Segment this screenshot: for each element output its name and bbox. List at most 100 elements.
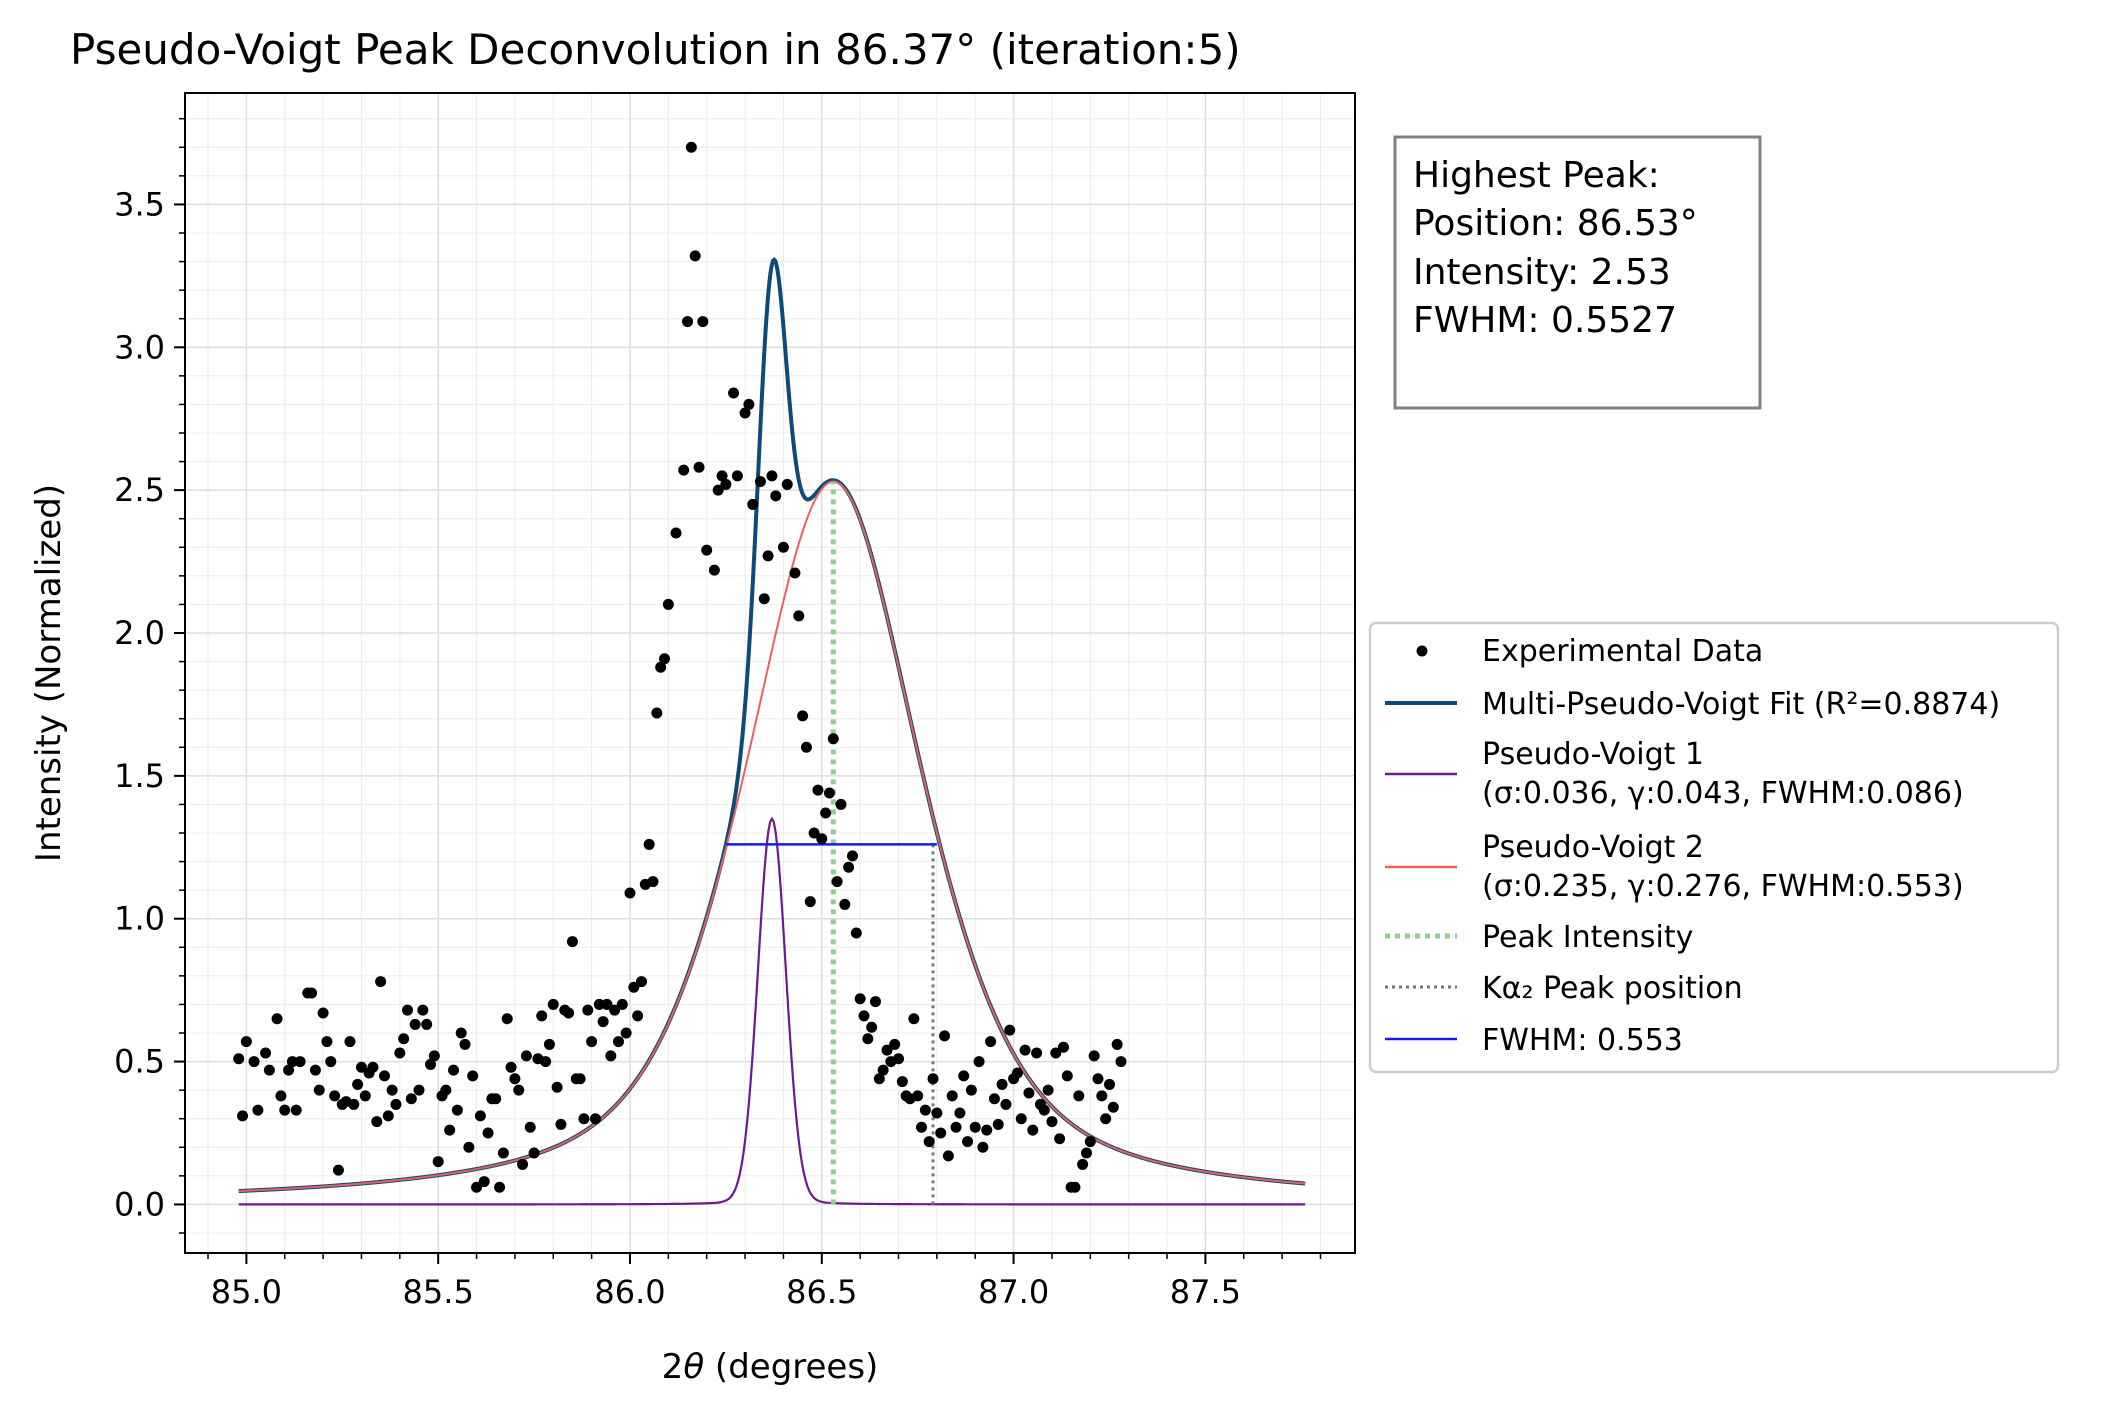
plot-frame <box>184 92 1356 1254</box>
data-point <box>1038 1104 1050 1116</box>
data-point <box>1111 1038 1123 1050</box>
data-point <box>421 1018 433 1030</box>
data-point <box>409 1018 421 1030</box>
data-point <box>1000 1098 1012 1110</box>
data-point <box>448 1064 460 1076</box>
data-point <box>662 598 674 610</box>
data-point <box>831 876 843 888</box>
data-point <box>505 1061 517 1073</box>
data-point <box>670 527 682 539</box>
data-point <box>551 1081 563 1093</box>
data-point <box>248 1056 260 1068</box>
data-point <box>474 1110 486 1122</box>
data-point <box>854 993 866 1005</box>
data-point <box>425 1058 437 1070</box>
data-point <box>1042 1084 1054 1096</box>
data-point <box>916 1121 928 1133</box>
data-point <box>1103 1078 1115 1090</box>
data-point <box>743 398 755 410</box>
data-point <box>398 1033 410 1045</box>
data-point <box>359 1090 371 1102</box>
x-tick-label: 86.5 <box>786 1273 857 1311</box>
legend: Experimental Data Multi-Pseudo-Voigt Fit… <box>1368 621 2060 1074</box>
data-point <box>325 1056 337 1068</box>
data-point <box>1069 1181 1081 1193</box>
data-point <box>1027 1124 1039 1136</box>
data-point <box>1100 1113 1112 1125</box>
data-point <box>578 1113 590 1125</box>
data-point <box>866 1021 878 1033</box>
data-point <box>616 998 628 1010</box>
data-point <box>754 476 766 488</box>
data-point <box>1057 1041 1069 1053</box>
data-point <box>455 1027 467 1039</box>
data-point <box>816 833 828 845</box>
data-point <box>931 1107 943 1119</box>
data-point <box>367 1061 379 1073</box>
data-point <box>781 478 793 490</box>
data-point <box>1084 1136 1096 1148</box>
data-point <box>935 1127 947 1139</box>
data-point <box>820 807 832 819</box>
data-point <box>428 1050 440 1062</box>
data-point <box>444 1124 456 1136</box>
data-point <box>973 1056 985 1068</box>
data-point <box>540 1056 552 1068</box>
data-point <box>237 1110 249 1122</box>
data-point <box>1088 1050 1100 1062</box>
info-box: Highest Peak: Position: 86.53° Intensity… <box>1393 135 1762 410</box>
data-point <box>682 316 694 328</box>
data-point <box>651 707 663 719</box>
legend-label-ka2: Kα₂ Peak position <box>1482 971 1743 1006</box>
y-axis-label: Intensity (Normalized) <box>29 484 69 862</box>
data-point <box>294 1056 306 1068</box>
data-point <box>566 936 578 948</box>
data-point <box>846 850 858 862</box>
data-point <box>279 1104 291 1116</box>
data-point <box>509 1073 521 1085</box>
data-point <box>647 876 659 888</box>
data-point <box>697 316 709 328</box>
data-point <box>981 1124 993 1136</box>
data-point <box>459 1038 471 1050</box>
data-point <box>520 1050 532 1062</box>
data-point <box>386 1084 398 1096</box>
data-point <box>394 1047 406 1059</box>
data-point <box>958 1070 970 1082</box>
data-point <box>693 461 705 473</box>
data-point <box>843 861 855 873</box>
data-point <box>720 478 732 490</box>
data-point <box>969 1121 981 1133</box>
data-point <box>597 1016 609 1028</box>
data-point <box>1054 1133 1066 1145</box>
info-box-line-3: Intensity: 2.53 <box>1413 252 1671 293</box>
data-point <box>482 1127 494 1139</box>
data-point <box>478 1176 490 1188</box>
data-point <box>563 1007 575 1019</box>
data-point <box>823 787 835 799</box>
info-box-line-4: FWHM: 0.5527 <box>1413 300 1677 341</box>
info-box-line-1: Highest Peak: <box>1413 155 1660 196</box>
y-tick-label: 0.0 <box>114 1185 165 1223</box>
data-point <box>609 1004 621 1016</box>
data-point <box>589 1113 601 1125</box>
data-point <box>954 1107 966 1119</box>
data-point <box>728 387 740 399</box>
data-point <box>827 733 839 745</box>
legend-marker-data <box>1416 645 1428 657</box>
data-point <box>317 1007 329 1019</box>
data-point <box>869 996 881 1008</box>
data-point <box>375 976 387 988</box>
data-point <box>252 1104 264 1116</box>
data-point <box>260 1047 272 1059</box>
data-point <box>582 1004 594 1016</box>
data-point <box>586 1036 598 1048</box>
x-axis-label: 2θ (degrees) <box>662 1347 879 1387</box>
data-point <box>797 710 809 722</box>
data-point <box>689 250 701 262</box>
data-point <box>524 1121 536 1133</box>
data-point <box>497 1147 509 1159</box>
data-point <box>355 1061 367 1073</box>
data-point <box>405 1093 417 1105</box>
data-point <box>758 593 770 605</box>
